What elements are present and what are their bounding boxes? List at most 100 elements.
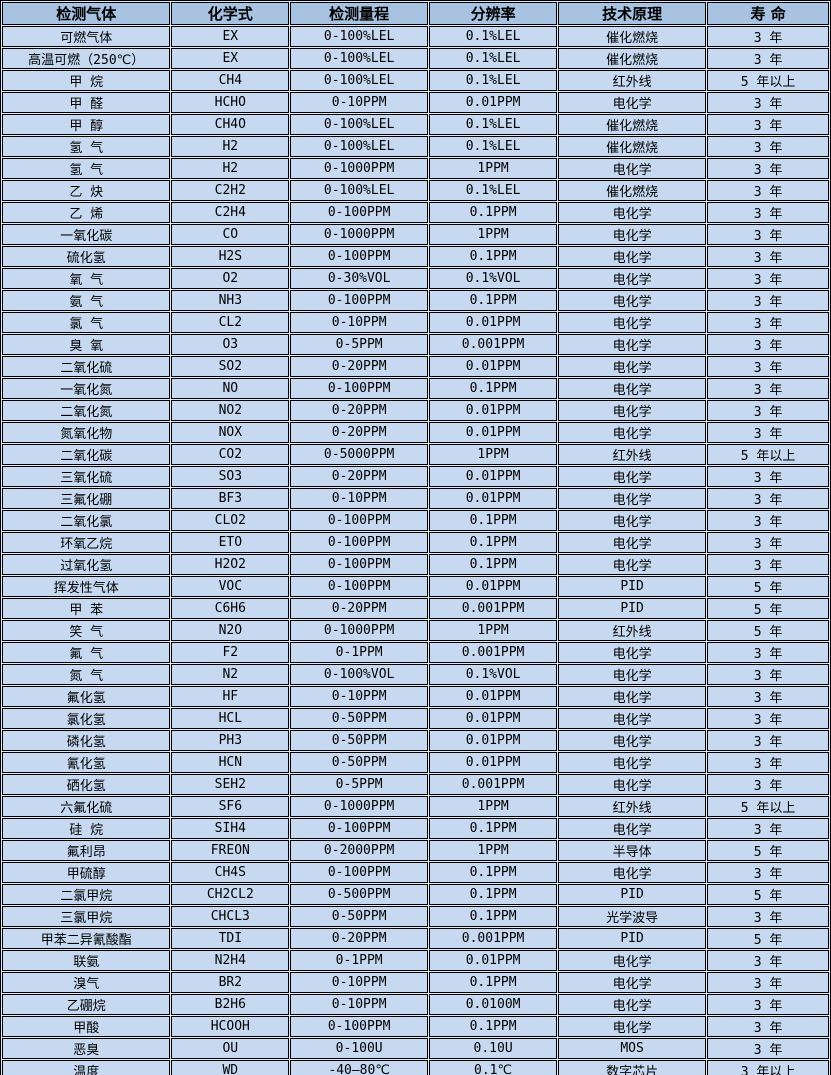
cell-chemical-formula: PH3 [171, 730, 290, 751]
cell-technical-principle: 电化学 [558, 202, 707, 223]
cell-detection-range: 0-50PPM [290, 730, 429, 751]
cell-resolution: 0.001PPM [429, 928, 558, 949]
table-row: 六氟化硫 SF6 0-1000PPM 1PPM 红外线 5 年以上 [2, 796, 829, 817]
cell-resolution: 0.1%LEL [429, 70, 558, 91]
cell-technical-principle: 电化学 [558, 356, 707, 377]
table-row: 挥发性气体 VOC 0-100PPM 0.01PPM PID 5 年 [2, 576, 829, 597]
cell-gas-name: 乙 烯 [2, 202, 171, 223]
cell-gas-name: 二氧化硫 [2, 356, 171, 377]
table-row: 甲 醛 HCHO 0-10PPM 0.01PPM 电化学 3 年 [2, 92, 829, 113]
table-row: 二氧化硫 SO2 0-20PPM 0.01PPM 电化学 3 年 [2, 356, 829, 377]
table-row: 甲 醇 CH4O 0-100%LEL 0.1%LEL 催化燃烧 3 年 [2, 114, 829, 135]
cell-resolution: 0.1%LEL [429, 136, 558, 157]
cell-gas-name: 氮氧化物 [2, 422, 171, 443]
cell-detection-range: 0-100PPM [290, 202, 429, 223]
table-row: 甲 烷 CH4 0-100%LEL 0.1%LEL 红外线 5 年以上 [2, 70, 829, 91]
cell-lifespan: 5 年以上 [707, 70, 829, 91]
cell-technical-principle: 电化学 [558, 422, 707, 443]
cell-detection-range: 0-10PPM [290, 312, 429, 333]
cell-gas-name: 过氧化氢 [2, 554, 171, 575]
cell-chemical-formula: CO [171, 224, 290, 245]
cell-gas-name: 溴气 [2, 972, 171, 993]
cell-detection-range: 0-20PPM [290, 356, 429, 377]
table-row: 甲苯二异氰酸酯 TDI 0-20PPM 0.001PPM PID 5 年 [2, 928, 829, 949]
table-row: 三氯甲烷 CHCL3 0-50PPM 0.1PPM 光学波导 3 年 [2, 906, 829, 927]
cell-resolution: 0.1PPM [429, 818, 558, 839]
cell-detection-range: 0-10PPM [290, 972, 429, 993]
cell-detection-range: 0-2000PPM [290, 840, 429, 861]
cell-chemical-formula: VOC [171, 576, 290, 597]
cell-chemical-formula: CH2CL2 [171, 884, 290, 905]
table-row: 温度 WD -40—80℃ 0.1℃ 数字芯片 3 年以上 [2, 1060, 829, 1075]
cell-detection-range: 0-20PPM [290, 598, 429, 619]
cell-chemical-formula: SIH4 [171, 818, 290, 839]
cell-resolution: 0.1PPM [429, 862, 558, 883]
cell-detection-range: 0-100PPM [290, 818, 429, 839]
cell-lifespan: 3 年 [707, 48, 829, 69]
cell-technical-principle: PID [558, 576, 707, 597]
cell-gas-name: 臭 氧 [2, 334, 171, 355]
cell-lifespan: 3 年 [707, 906, 829, 927]
cell-technical-principle: 电化学 [558, 158, 707, 179]
cell-lifespan: 3 年 [707, 26, 829, 47]
cell-gas-name: 乙 炔 [2, 180, 171, 201]
cell-detection-range: 0-100PPM [290, 246, 429, 267]
cell-chemical-formula: O2 [171, 268, 290, 289]
cell-chemical-formula: N2O [171, 620, 290, 641]
table-row: 恶臭 OU 0-100U 0.10U MOS 3 年 [2, 1038, 829, 1059]
cell-chemical-formula: FREON [171, 840, 290, 861]
cell-gas-name: 恶臭 [2, 1038, 171, 1059]
table-row: 环氧乙烷 ETO 0-100PPM 0.1PPM 电化学 3 年 [2, 532, 829, 553]
cell-detection-range: 0-100%LEL [290, 26, 429, 47]
column-header-detection-range: 检测量程 [290, 2, 429, 25]
cell-technical-principle: 电化学 [558, 730, 707, 751]
table-row: 甲 苯 C6H6 0-20PPM 0.001PPM PID 5 年 [2, 598, 829, 619]
cell-resolution: 0.1%LEL [429, 26, 558, 47]
cell-lifespan: 3 年 [707, 290, 829, 311]
table-row: 过氧化氢 H2O2 0-100PPM 0.1PPM 电化学 3 年 [2, 554, 829, 575]
cell-resolution: 0.01PPM [429, 752, 558, 773]
table-row: 二氧化氯 CLO2 0-100PPM 0.1PPM 电化学 3 年 [2, 510, 829, 531]
table-row: 氟 气 F2 0-1PPM 0.001PPM 电化学 3 年 [2, 642, 829, 663]
cell-lifespan: 3 年 [707, 92, 829, 113]
cell-technical-principle: 电化学 [558, 994, 707, 1015]
cell-gas-name: 二氧化碳 [2, 444, 171, 465]
cell-gas-name: 六氟化硫 [2, 796, 171, 817]
cell-gas-name: 三氧化硫 [2, 466, 171, 487]
cell-resolution: 0.01PPM [429, 576, 558, 597]
cell-lifespan: 5 年 [707, 576, 829, 597]
cell-detection-range: 0-100%LEL [290, 114, 429, 135]
cell-lifespan: 5 年 [707, 598, 829, 619]
cell-detection-range: 0-100%VOL [290, 664, 429, 685]
cell-resolution: 0.01PPM [429, 422, 558, 443]
cell-chemical-formula: C2H4 [171, 202, 290, 223]
cell-technical-principle: MOS [558, 1038, 707, 1059]
column-header-technical-principle: 技术原理 [558, 2, 707, 25]
cell-technical-principle: 催化燃烧 [558, 114, 707, 135]
cell-resolution: 0.01PPM [429, 686, 558, 707]
cell-technical-principle: 红外线 [558, 444, 707, 465]
cell-chemical-formula: SF6 [171, 796, 290, 817]
cell-detection-range: 0-100PPM [290, 1016, 429, 1037]
cell-technical-principle: 电化学 [558, 290, 707, 311]
cell-detection-range: 0-10PPM [290, 92, 429, 113]
cell-gas-name: 氟化氢 [2, 686, 171, 707]
cell-technical-principle: 电化学 [558, 686, 707, 707]
cell-technical-principle: PID [558, 884, 707, 905]
cell-lifespan: 3 年 [707, 818, 829, 839]
cell-lifespan: 3 年 [707, 686, 829, 707]
cell-lifespan: 3 年 [707, 664, 829, 685]
table-row: 二氯甲烷 CH2CL2 0-500PPM 0.1PPM PID 5 年 [2, 884, 829, 905]
cell-technical-principle: 光学波导 [558, 906, 707, 927]
table-row: 臭 氧 O3 0-5PPM 0.001PPM 电化学 3 年 [2, 334, 829, 355]
cell-chemical-formula: CL2 [171, 312, 290, 333]
cell-lifespan: 3 年 [707, 334, 829, 355]
cell-lifespan: 3 年 [707, 774, 829, 795]
cell-resolution: 0.1PPM [429, 554, 558, 575]
cell-detection-range: 0-50PPM [290, 906, 429, 927]
cell-lifespan: 3 年 [707, 510, 829, 531]
cell-resolution: 0.1PPM [429, 884, 558, 905]
cell-technical-principle: 电化学 [558, 246, 707, 267]
cell-detection-range: 0-10PPM [290, 686, 429, 707]
cell-lifespan: 3 年 [707, 532, 829, 553]
